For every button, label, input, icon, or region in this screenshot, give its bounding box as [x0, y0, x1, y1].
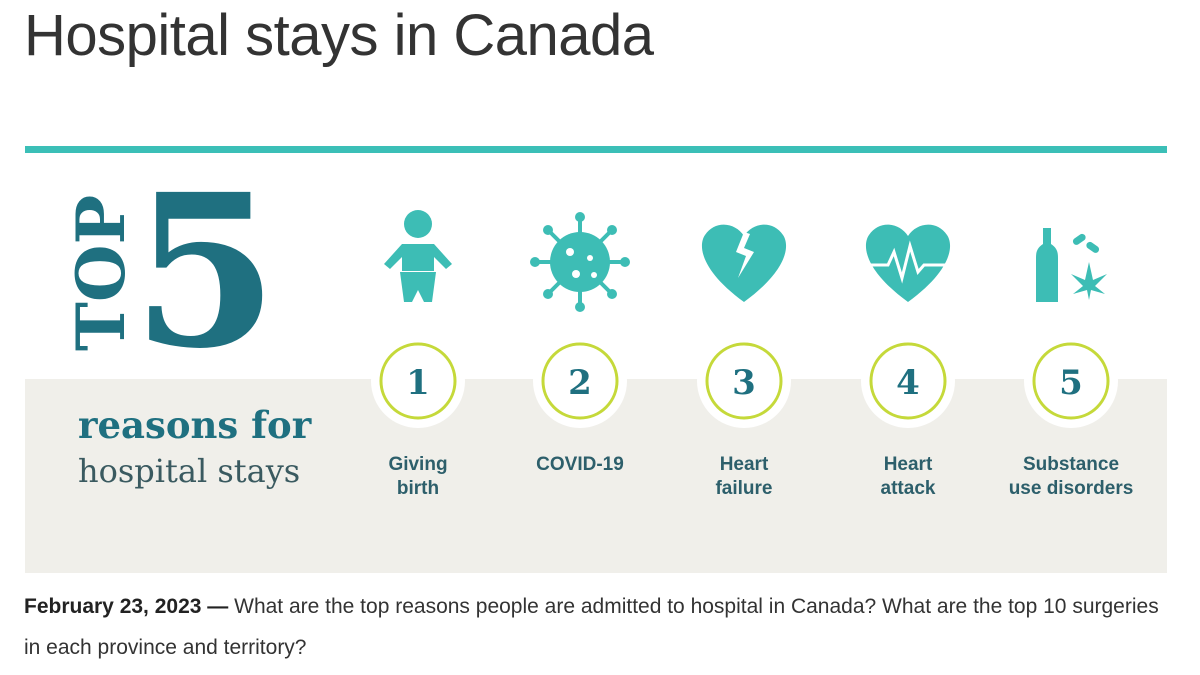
item-label: failure: [715, 478, 772, 499]
page-title: Hospital stays in Canada: [24, 3, 654, 68]
rank-number: 5: [1059, 363, 1083, 403]
icon-broken-heart: [701, 224, 787, 302]
rank-circle: [541, 342, 619, 420]
items: 1 Giving birth 2 COVID-19 3 Heart failure 4 Heart…: [371, 334, 1133, 499]
article: February 23, 2023 — What are the top rea…: [24, 586, 1174, 668]
infographic: TOP 5 reasons for hospital stays: [25, 146, 1167, 573]
rank-circle: [705, 342, 783, 420]
item-label: COVID-19: [536, 454, 624, 475]
item-label: attack: [881, 478, 936, 499]
item-label: Heart: [884, 454, 933, 475]
rank-number: 4: [896, 363, 920, 403]
icon-substances: [1036, 228, 1107, 302]
icon-virus: [530, 212, 630, 312]
article-text: What are the top reasons people are admi…: [24, 595, 1159, 659]
rank-circle: [869, 342, 947, 420]
icon-baby: [384, 210, 452, 302]
item-label: Giving: [388, 454, 447, 475]
rank-number: 2: [568, 363, 592, 403]
subtitle-line: hospital stays: [78, 452, 300, 490]
rank-circle: [1032, 342, 1110, 420]
item-label: use disorders: [1009, 478, 1134, 499]
rank-circle: [379, 342, 457, 420]
top-number: 5: [132, 148, 278, 395]
subtitle-line: reasons for: [78, 403, 312, 447]
rank-number: 3: [732, 363, 756, 403]
article-date: February 23, 2023 —: [24, 595, 229, 618]
item-label: birth: [397, 478, 439, 499]
item-label: Substance: [1023, 454, 1119, 475]
item-label: Heart: [720, 454, 769, 475]
rank-number: 1: [406, 363, 430, 403]
icon-heart-pulse: [865, 224, 951, 302]
top-rule: [25, 146, 1167, 153]
top-word: TOP: [62, 195, 140, 351]
icons: [384, 210, 1107, 312]
